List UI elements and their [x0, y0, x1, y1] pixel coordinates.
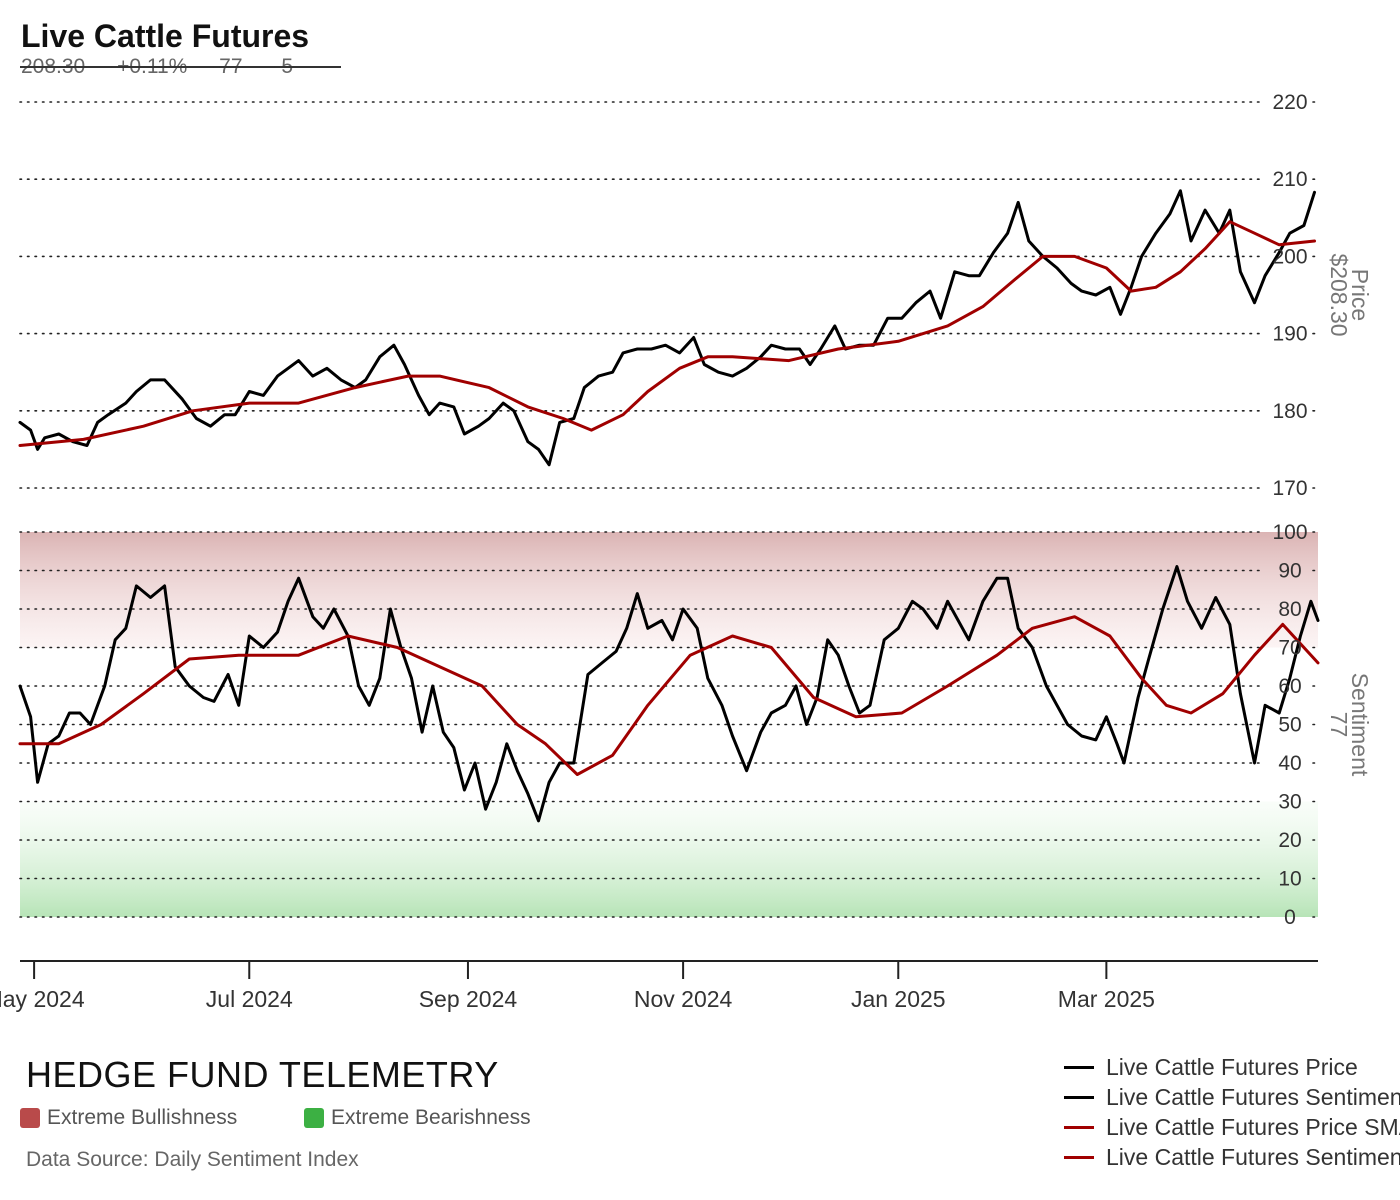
live-cattle-futures-price-line [18, 189, 1316, 467]
legend-swatch [1064, 1065, 1094, 1069]
legend: Live Cattle Futures Price Live Cattle Fu… [1064, 1052, 1400, 1172]
x-tick-label: May 2024 [0, 986, 85, 1012]
chart-title: Live Cattle Futures [21, 18, 310, 54]
sentiment-tick-label: 20 [1278, 829, 1301, 852]
brand-name: HEDGE FUND TELEMETRY [26, 1054, 499, 1095]
data-source: Data Source: Daily Sentiment Index [26, 1148, 359, 1171]
band-extreme-bearishness [20, 801, 1318, 917]
sentiment-tick-label: 60 [1278, 675, 1301, 698]
price-tick-label: 190 [1272, 323, 1307, 346]
sentiment-tick-label: 90 [1278, 560, 1301, 583]
key-bearish-label: Extreme Bearishness [331, 1106, 531, 1129]
stat-sentiment: 77 [219, 55, 243, 78]
sentiment-axis-value: 77 [1326, 712, 1352, 738]
sentiment-tick-label: 80 [1278, 598, 1301, 621]
x-tick-label: Jul 2024 [206, 986, 293, 1012]
price-tick-label: 210 [1272, 168, 1307, 191]
price-tick-label: 180 [1272, 400, 1307, 423]
live-cattle-futures-sentiment-line [18, 565, 1320, 823]
legend-item-price-sma[interactable]: Live Cattle Futures Price SMA [1064, 1112, 1400, 1142]
price-tick-label: 200 [1272, 245, 1307, 268]
legend-swatch [1064, 1125, 1094, 1129]
legend-label: Live Cattle Futures Sentiment SMA [1106, 1143, 1400, 1170]
sentiment-tick-label: 30 [1278, 791, 1301, 814]
stat-change: +0.11% [117, 55, 188, 78]
price-sentiment-chart: 170 180 190 200 210 220 Price$208.30 0 10 20 30 40 5… [0, 66, 1373, 1012]
key-bullish-label: Extreme Bullishness [47, 1106, 238, 1129]
x-tick-label: Nov 2024 [634, 986, 733, 1012]
sentiment-tick-label: 100 [1272, 521, 1307, 544]
key-bearish: Extreme Bearishness [304, 1106, 531, 1130]
legend-item-sentiment-sma[interactable]: Live Cattle Futures Sentiment SMA [1064, 1142, 1400, 1172]
sentiment-tick-label: 40 [1278, 752, 1301, 775]
sentiment-axis-label: Sentiment [1347, 673, 1373, 777]
stats-row: 208.30 +0.11% 77 -5 [21, 55, 319, 79]
price-axis-value: $208.30 [1326, 253, 1352, 336]
live-cattle-futures-price-sma-line [18, 220, 1316, 447]
legend-item-sentiment[interactable]: Live Cattle Futures Sentiment [1064, 1082, 1400, 1112]
sentiment-tick-label: 0 [1284, 906, 1296, 929]
x-tick-label: Sep 2024 [419, 986, 518, 1012]
price-axis-label: Price [1347, 269, 1373, 321]
live-cattle-futures-sentiment-sma-line [18, 615, 1320, 776]
x-tick-label: Jan 2025 [851, 986, 946, 1012]
legend-label: Live Cattle Futures Price [1106, 1053, 1358, 1080]
sentiment-tick-label: 70 [1278, 637, 1301, 660]
stat-sentiment-change: -5 [274, 55, 294, 78]
sentiment-tick-label: 50 [1278, 714, 1301, 737]
legend-label: Live Cattle Futures Price SMA [1106, 1113, 1400, 1140]
legend-label: Live Cattle Futures Sentiment [1106, 1083, 1400, 1110]
legend-item-price[interactable]: Live Cattle Futures Price [1064, 1052, 1400, 1082]
bullish-swatch [20, 1108, 40, 1128]
bearish-swatch [304, 1108, 324, 1128]
legend-swatch [1064, 1155, 1094, 1159]
band-extreme-bullishness [20, 532, 1318, 648]
price-tick-label: 220 [1272, 91, 1307, 114]
legend-swatch [1064, 1095, 1094, 1099]
price-tick-label: 170 [1272, 477, 1307, 500]
x-tick-label: Mar 2025 [1058, 986, 1155, 1012]
sentiment-tick-label: 10 [1278, 868, 1301, 891]
key-bullish: Extreme Bullishness [20, 1106, 237, 1130]
stat-price: 208.30 [21, 55, 86, 78]
